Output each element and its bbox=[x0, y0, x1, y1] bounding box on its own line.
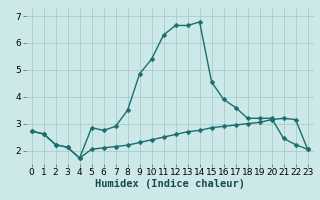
X-axis label: Humidex (Indice chaleur): Humidex (Indice chaleur) bbox=[95, 179, 244, 189]
